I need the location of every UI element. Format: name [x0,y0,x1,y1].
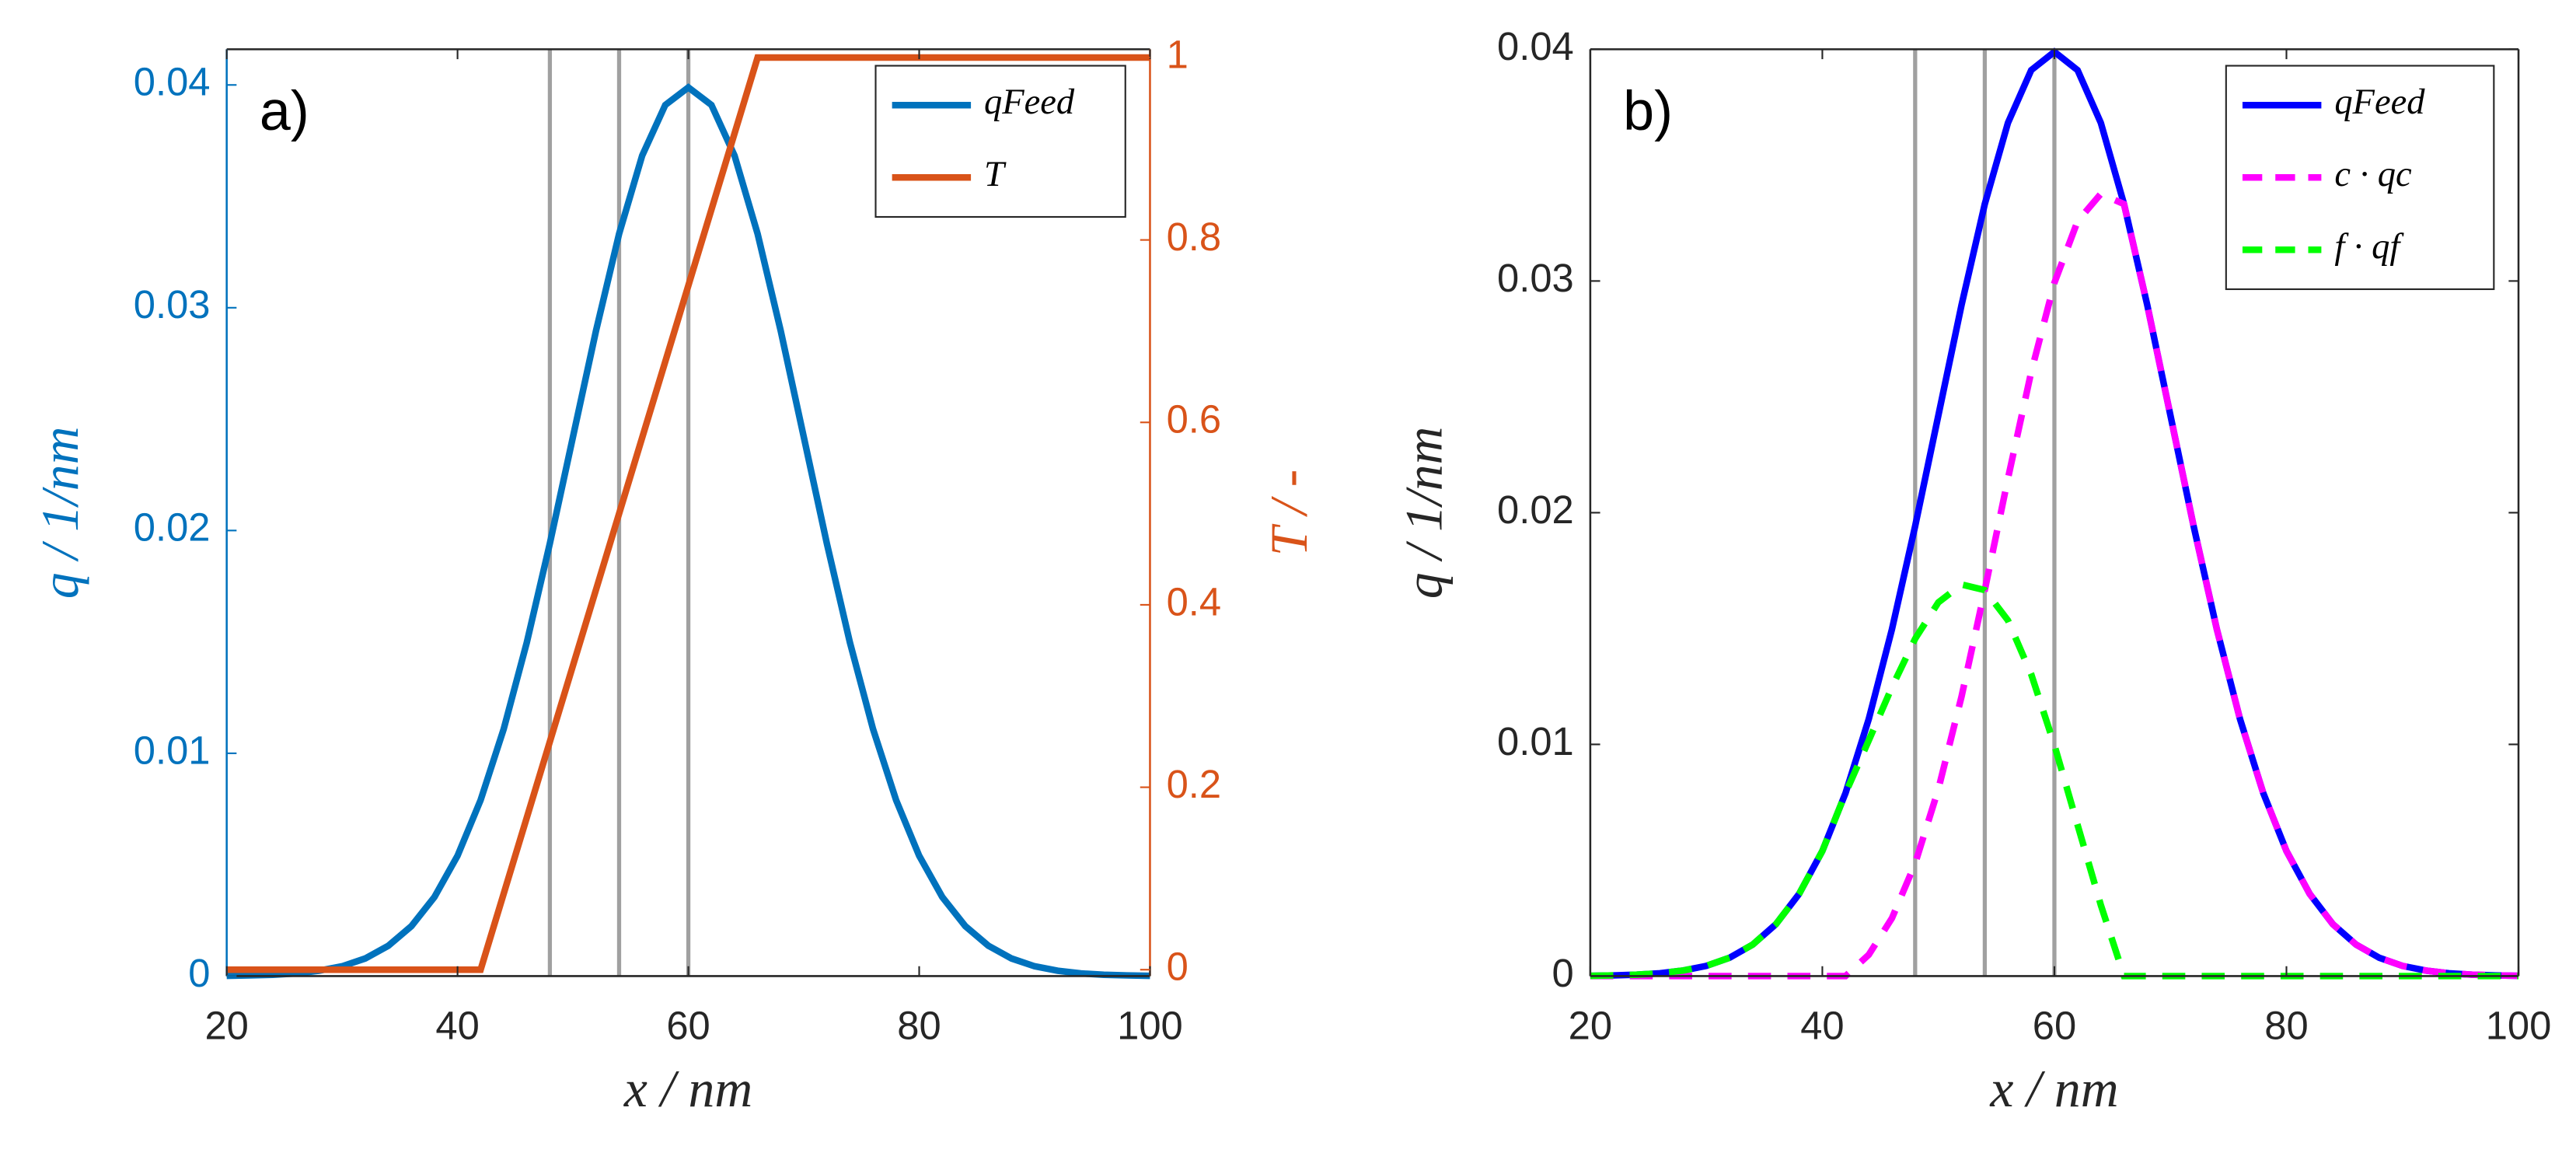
y-tick-label: 0.04 [134,60,211,104]
x-tick-label: 80 [897,1003,941,1047]
panel-label: a) [260,80,309,142]
y2-tick-label: 0.8 [1167,215,1222,259]
y2-tick-label: 0.2 [1167,762,1222,806]
y-tick-label: 0.03 [1497,256,1574,300]
x-tick-label: 100 [1117,1003,1183,1047]
x-tick-label: 60 [666,1003,710,1047]
data-line [226,54,1150,973]
y-tick-label: 0 [188,951,210,995]
y-tick-label: 0.01 [134,728,211,772]
legend-label: T [984,155,1007,194]
panel-label: b) [1623,80,1673,142]
legend-label: c · qc [2334,155,2412,194]
legend-label: f · qf [2334,227,2404,267]
x-axis-label: x / nm [623,1060,752,1118]
y-tick-label: 0.02 [134,505,211,550]
y2-tick-label: 0.4 [1167,579,1222,624]
data-line [226,83,1150,980]
y-tick-label: 0.01 [1497,719,1574,763]
legend-label: qFeed [2334,82,2425,122]
y2-tick-label: 1 [1167,32,1189,76]
panel: 20 40 60 80 100 0 0.01 0.02 0.03 0.04 x / nm q / 1/… [1394,24,2551,1118]
panel: 20 40 60 80 100 0 0.01 0.02 0.03 0.04 0 0.2 0.4 0.6 0.… [31,32,1318,1118]
x-tick-label: 80 [2264,1003,2308,1047]
x-tick-label: 40 [435,1003,479,1047]
x-tick-label: 40 [1800,1003,1844,1047]
y2-tick-label: 0 [1167,945,1189,989]
y-tick-label: 0.04 [1497,24,1574,68]
x-tick-label: 20 [204,1003,248,1047]
x-axis-label: x / nm [1989,1060,2118,1118]
y-tick-label: 0.03 [134,282,211,327]
y2-axis-label: T / - [1260,470,1318,557]
y-tick-label: 0 [1552,951,1574,995]
y-axis-label: q / 1/nm [1394,427,1453,599]
x-tick-label: 20 [1569,1003,1612,1047]
x-tick-label: 60 [2033,1003,2076,1047]
data-line [1590,190,2519,980]
y2-tick-label: 0.6 [1167,397,1222,442]
y-axis-label: q / 1/nm [31,427,89,599]
x-tick-label: 100 [2486,1003,2552,1047]
y-tick-label: 0.02 [1497,487,1574,532]
legend-box [874,65,1126,218]
legend-label: qFeed [984,82,1075,122]
